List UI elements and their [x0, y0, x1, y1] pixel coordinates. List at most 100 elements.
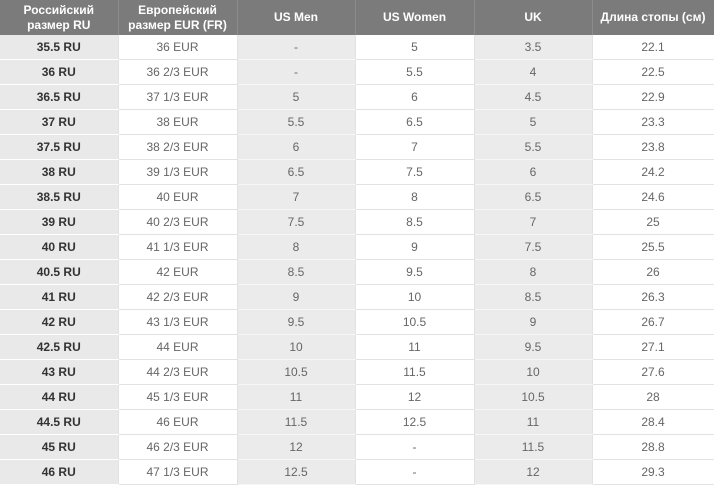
- table-cell: 39 1/3 EUR: [118, 159, 238, 185]
- header-cell: US Men: [237, 0, 356, 35]
- table-cell: 36 2/3 EUR: [118, 59, 238, 85]
- table-row: 42 RU 43 1/3 EUR 9.5 10.5 9 26.7: [0, 309, 714, 335]
- table-cell: 27.1: [592, 334, 714, 360]
- table-cell: 42 RU: [0, 309, 119, 335]
- table-cell: 12: [237, 434, 356, 460]
- table-cell: 40.5 RU: [0, 259, 119, 285]
- table-row: 36.5 RU 37 1/3 EUR 5 6 4.5 22.9: [0, 84, 714, 110]
- table-cell: 43 RU: [0, 359, 119, 385]
- table-cell: 11: [237, 384, 356, 410]
- table-cell: 28: [592, 384, 714, 410]
- table-cell: -: [355, 434, 475, 460]
- table-cell: 46 RU: [0, 459, 119, 485]
- table-cell: 41 RU: [0, 284, 119, 310]
- table-cell: 47 1/3 EUR: [118, 459, 238, 485]
- table-cell: 7.5: [474, 234, 593, 260]
- table-cell: -: [237, 35, 356, 60]
- table-cell: 4: [474, 59, 593, 85]
- table-cell: 22.1: [592, 35, 714, 60]
- table-cell: -: [355, 459, 475, 485]
- table-cell: 11: [474, 409, 593, 435]
- table-cell: 11: [355, 334, 475, 360]
- table-cell: 6: [237, 134, 356, 160]
- table-cell: 28.8: [592, 434, 714, 460]
- table-cell: 7: [474, 209, 593, 235]
- table-cell: 22.9: [592, 84, 714, 110]
- table-cell: 11.5: [237, 409, 356, 435]
- table-cell: 9: [474, 309, 593, 335]
- table-cell: 12: [355, 384, 475, 410]
- table-cell: 40 RU: [0, 234, 119, 260]
- table-cell: -: [237, 59, 356, 85]
- header-cell: Европейский размер EUR (FR): [118, 0, 238, 35]
- table-cell: 37.5 RU: [0, 134, 119, 160]
- table-cell: 44 EUR: [118, 334, 238, 360]
- table-cell: 24.6: [592, 184, 714, 210]
- table-cell: 38 2/3 EUR: [118, 134, 238, 160]
- table-row: 38 RU 39 1/3 EUR 6.5 7.5 6 24.2: [0, 159, 714, 185]
- table-cell: 9.5: [474, 334, 593, 360]
- table-body: 35.5 RU 36 EUR -5 3.5 22.1 36 RU 36 2/3 EUR -5.…: [0, 35, 714, 485]
- table-cell: 11.5: [474, 434, 593, 460]
- table-row: 35.5 RU 36 EUR -5 3.5 22.1: [0, 35, 714, 60]
- table-cell: 5: [237, 84, 356, 110]
- table-cell: 25.5: [592, 234, 714, 260]
- table-cell: 8.5: [237, 259, 356, 285]
- table-cell: 5.5: [355, 59, 475, 85]
- table-cell: 25: [592, 209, 714, 235]
- table-row: 39 RU 40 2/3 EUR 7.5 8.5 7 25: [0, 209, 714, 235]
- table-cell: 5: [355, 35, 475, 60]
- table-cell: 10.5: [237, 359, 356, 385]
- header-cell: US Women: [355, 0, 475, 35]
- table-cell: 36 RU: [0, 59, 119, 85]
- table-row: 37 RU 38 EUR 5.5 6.5 5 23.3: [0, 109, 714, 135]
- header-cell: Российский размер RU: [0, 0, 119, 35]
- table-cell: 8: [355, 184, 475, 210]
- table-row: 37.5 RU 38 2/3 EUR 6 7 5.5 23.8: [0, 134, 714, 160]
- table-row: 36 RU 36 2/3 EUR -5.5 4 22.5: [0, 59, 714, 85]
- table-cell: 9: [237, 284, 356, 310]
- table-cell: 7.5: [355, 159, 475, 185]
- table-row: 43 RU 44 2/3 EUR 10.5 11.5 10 27.6: [0, 359, 714, 385]
- table-cell: 28.4: [592, 409, 714, 435]
- table-cell: 7.5: [237, 209, 356, 235]
- table-row: 41 RU 42 2/3 EUR 9 10 8.5 26.3: [0, 284, 714, 310]
- table-row: 40 RU 41 1/3 EUR 8 9 7.5 25.5: [0, 234, 714, 260]
- table-cell: 36 EUR: [118, 35, 238, 60]
- table-cell: 9.5: [355, 259, 475, 285]
- table-cell: 5.5: [474, 134, 593, 160]
- table-cell: 26.7: [592, 309, 714, 335]
- table-cell: 7: [237, 184, 356, 210]
- table-cell: 6.5: [355, 109, 475, 135]
- table-cell: 42.5 RU: [0, 334, 119, 360]
- table-cell: 38.5 RU: [0, 184, 119, 210]
- table-cell: 26.3: [592, 284, 714, 310]
- table-row: 46 RU 47 1/3 EUR 12.5-12 29.3: [0, 459, 714, 485]
- table-cell: 6.5: [474, 184, 593, 210]
- table-cell: 46 EUR: [118, 409, 238, 435]
- table-cell: 22.5: [592, 59, 714, 85]
- table-cell: 9.5: [237, 309, 356, 335]
- table-cell: 35.5 RU: [0, 35, 119, 60]
- table-cell: 10.5: [474, 384, 593, 410]
- table-cell: 8.5: [474, 284, 593, 310]
- table-cell: 10: [237, 334, 356, 360]
- table-row: 42.5 RU 44 EUR 10 11 9.5 27.1: [0, 334, 714, 360]
- table-cell: 43 1/3 EUR: [118, 309, 238, 335]
- table-cell: 23.8: [592, 134, 714, 160]
- table-row: 38.5 RU 40 EUR 7 8 6.5 24.6: [0, 184, 714, 210]
- table-row: 45 RU 46 2/3 EUR 12-11.5 28.8: [0, 434, 714, 460]
- table-cell: 10.5: [355, 309, 475, 335]
- table-cell: 42 2/3 EUR: [118, 284, 238, 310]
- table-cell: 6: [474, 159, 593, 185]
- table-cell: 46 2/3 EUR: [118, 434, 238, 460]
- table-cell: 12: [474, 459, 593, 485]
- table-cell: 12.5: [237, 459, 356, 485]
- table-cell: 27.6: [592, 359, 714, 385]
- table-cell: 26: [592, 259, 714, 285]
- table-cell: 38 RU: [0, 159, 119, 185]
- table-cell: 3.5: [474, 35, 593, 60]
- table-cell: 5.5: [237, 109, 356, 135]
- table-cell: 37 1/3 EUR: [118, 84, 238, 110]
